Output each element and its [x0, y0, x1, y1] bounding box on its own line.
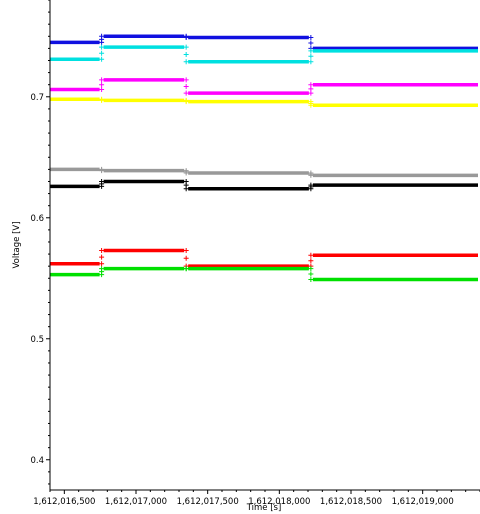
x-axis-title: Time [s]	[246, 503, 282, 513]
series-2-marker-2-1	[308, 86, 314, 92]
series-5	[50, 178, 478, 192]
series-3	[50, 96, 478, 108]
series-1-marker-1-0	[183, 44, 189, 50]
series-layer	[50, 33, 478, 282]
y-tick-label: 0.6	[30, 214, 44, 224]
series-1-marker-0-1	[99, 50, 105, 56]
series-1	[50, 44, 478, 65]
series-1-marker-0-2	[99, 44, 105, 50]
series-2-marker-1-0	[183, 77, 189, 83]
series-0-marker-0-2	[99, 33, 105, 39]
series-7-marker-1-2	[183, 266, 189, 272]
series-3-marker-2-2	[308, 102, 314, 108]
series-4	[50, 166, 478, 178]
x-tick-label: 1,612,018,500	[320, 497, 382, 507]
series-5-marker-0-2	[99, 178, 105, 184]
series-1-marker-1-1	[183, 51, 189, 57]
series-2-marker-2-0	[308, 90, 314, 96]
series-0-marker-2-0	[308, 35, 314, 41]
x-tick-label: 1,612,016,500	[33, 497, 95, 507]
series-2-marker-0-0	[99, 87, 105, 93]
series-3-marker-1-2	[183, 99, 189, 105]
series-1-marker-2-2	[308, 48, 314, 54]
series-6-marker-1-0	[183, 247, 189, 253]
series-6-marker-0-1	[99, 254, 105, 260]
y-tick-label: 0.4	[30, 456, 44, 466]
series-7-marker-2-1	[308, 271, 314, 277]
y-axis-title: Voltage [V]	[12, 221, 22, 268]
series-2-marker-0-1	[99, 82, 105, 88]
series-0-marker-1-2	[183, 35, 189, 41]
series-4-marker-1-2	[183, 170, 189, 176]
series-0	[50, 33, 478, 51]
series-2-marker-2-2	[308, 82, 314, 88]
series-1-marker-2-0	[308, 59, 314, 65]
series-6-marker-0-2	[99, 247, 105, 253]
series-6-marker-1-1	[183, 255, 189, 261]
series-4-marker-2-2	[308, 172, 314, 178]
x-tick-label: 1,612,017,500	[177, 497, 239, 507]
series-6-marker-2-1	[308, 258, 314, 264]
series-1-marker-0-0	[99, 56, 105, 62]
series-6-marker-2-2	[308, 252, 314, 258]
series-0-marker-2-1	[308, 40, 314, 46]
series-7-marker-0-2	[99, 266, 105, 272]
series-6-marker-0-0	[99, 261, 105, 267]
series-1-marker-1-2	[183, 59, 189, 65]
y-tick-label: 0.5	[30, 335, 44, 345]
x-ticks: 1,612,016,500 1,612,017,000 1,612,017,500 1…	[33, 490, 480, 507]
y-tick-label: 0.7	[30, 93, 44, 103]
series-5-marker-2-2	[308, 182, 314, 188]
y-ticks: 0.4 0.5 0.6 0.7	[30, 0, 50, 485]
series-7-marker-2-0	[308, 266, 314, 272]
x-tick-label: 1,612,019,000	[392, 497, 454, 507]
series-5-marker-1-2	[183, 186, 189, 192]
x-tick-label: 1,612,018,000	[248, 497, 310, 507]
series-7	[50, 266, 478, 282]
x-tick-label: 1,612,017,000	[105, 497, 167, 507]
series-7-marker-2-2	[308, 276, 314, 282]
series-1-marker-2-1	[308, 53, 314, 59]
series-2-marker-1-1	[183, 84, 189, 90]
series-4-marker-0-2	[99, 168, 105, 174]
series-2	[50, 77, 478, 96]
series-2-marker-1-2	[183, 90, 189, 96]
plot-area	[50, 0, 480, 490]
series-3-marker-0-2	[99, 97, 105, 103]
series-2-marker-0-2	[99, 77, 105, 83]
